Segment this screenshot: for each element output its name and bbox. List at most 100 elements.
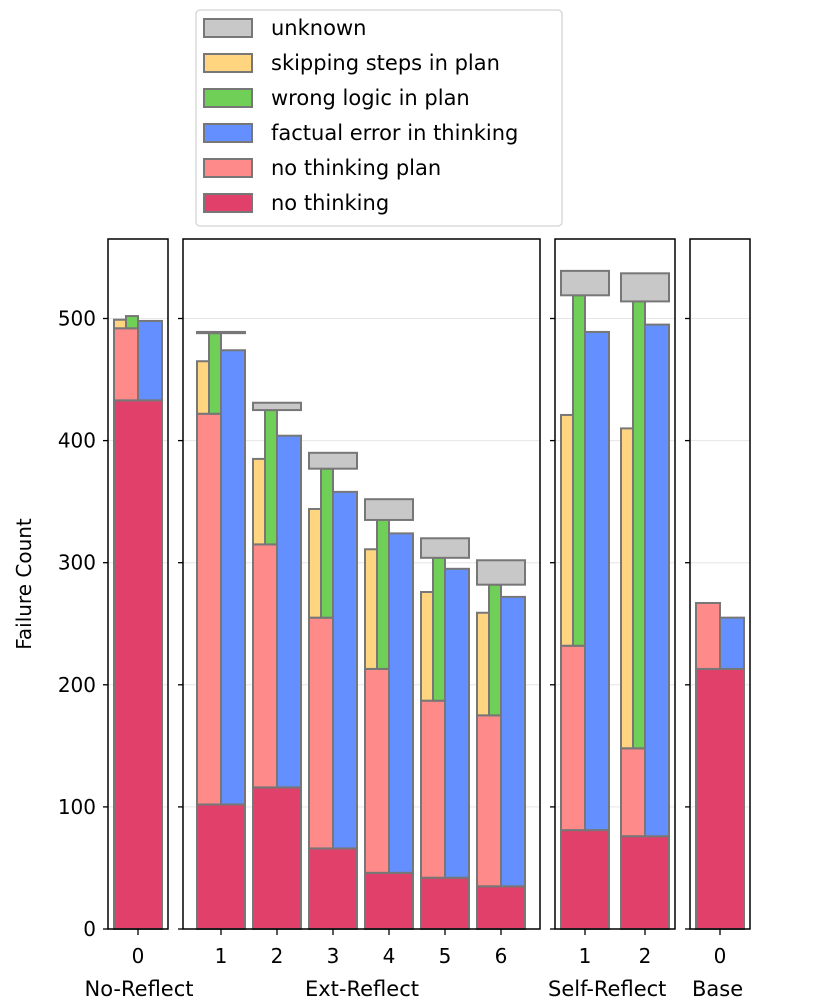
legend-entry: unknown (203, 16, 366, 40)
legend: unknown skipping steps in plan wrong logic… (195, 9, 563, 227)
bar-factual-error (584, 330, 610, 832)
y-tick-label: 0 (83, 917, 96, 941)
bar-wrong-logic (432, 556, 446, 702)
bar-factual-error (644, 323, 670, 838)
legend-label: unknown (271, 16, 366, 40)
bar-group (308, 451, 358, 930)
x-tick-label: 6 (495, 944, 508, 968)
bar-no-thinking (560, 829, 610, 930)
panel-label: Self-Reflect (548, 977, 666, 1001)
panel-label: Ext-Reflect (305, 977, 419, 1001)
bar-no-thinking (620, 835, 670, 930)
x-tick-label: 4 (383, 944, 396, 968)
legend-frame (195, 9, 563, 227)
panel-frame (107, 238, 169, 930)
legend-label: wrong logic in plan (271, 86, 470, 110)
bar-factual-error (137, 319, 163, 402)
bar-wrong-logic (572, 294, 586, 647)
bar-factual-error (719, 616, 745, 670)
bar-no-thinking-plan (560, 644, 586, 832)
legend-entry: no thinking plan (203, 156, 441, 180)
bar-factual-error (388, 532, 414, 874)
y-tick-label: 300 (58, 551, 96, 575)
bar-no-thinking (113, 399, 163, 930)
legend-entry: wrong logic in plan (203, 86, 470, 110)
bar-factual-error (500, 595, 526, 888)
legend-label: no thinking plan (271, 156, 441, 180)
legend-swatch (203, 158, 253, 178)
bar-group (620, 272, 670, 930)
bar-wrong-logic (320, 467, 334, 619)
bar-no-thinking (308, 847, 358, 930)
y-tick-label: 400 (58, 429, 96, 453)
bar-no-thinking-plan (620, 747, 646, 838)
bar-no-thinking-plan (252, 543, 278, 789)
panel-ext-reflect: 1 2 3 4 5 6 Ext-Reflect (178, 238, 541, 1001)
panel-label: Base (692, 977, 743, 1001)
bar-wrong-logic (488, 583, 502, 717)
legend-entry: skipping steps in plan (203, 51, 500, 75)
legend-swatch (203, 53, 253, 73)
y-tick-label: 200 (58, 673, 96, 697)
y-axis-label: Failure Count (12, 518, 36, 650)
bar-no-thinking-plan (308, 616, 334, 850)
legend-swatch (203, 18, 253, 38)
bar-group (560, 269, 610, 930)
bar-no-thinking-plan (196, 412, 222, 806)
x-tick-label: 5 (439, 944, 452, 968)
bar-no-thinking-plan (364, 667, 390, 874)
bar-unknown (420, 537, 470, 559)
panel-self-reflect: 1 2 Self-Reflect (548, 238, 676, 1001)
bar-no-thinking (420, 876, 470, 931)
bar-no-thinking (476, 885, 526, 931)
bar-unknown (560, 269, 610, 297)
legend-swatch (203, 123, 253, 143)
panel-frame (689, 238, 751, 930)
bar-no-thinking (196, 803, 246, 931)
bar-wrong-logic (264, 409, 278, 546)
legend-swatch (203, 88, 253, 108)
bar-factual-error (220, 349, 246, 806)
bar-wrong-logic (376, 518, 390, 670)
bar-group (196, 330, 246, 931)
bar-unknown (364, 498, 414, 521)
bar-factual-error (332, 490, 358, 850)
bar-group (695, 601, 745, 930)
bar-unknown (476, 559, 526, 586)
bar-no-thinking-plan (113, 327, 139, 402)
y-tick-label: 100 (58, 795, 96, 819)
bar-wrong-logic (125, 315, 139, 330)
bar-no-thinking-plan (476, 714, 502, 888)
bar-group (420, 537, 470, 931)
bar-unknown (308, 451, 358, 470)
panel-base: 0 Base (685, 238, 751, 1001)
x-tick-label: 1 (579, 944, 592, 968)
bar-factual-error (444, 567, 470, 879)
bar-group (252, 401, 302, 931)
bar-no-thinking (364, 871, 414, 930)
legend-label: no thinking (271, 191, 389, 215)
panel-no-reflect: 0 0 100 200 300 400 500 No-Reflect (58, 238, 194, 1001)
bar-unknown (196, 330, 246, 335)
legend-entry: factual error in thinking (203, 121, 518, 145)
bar-group (476, 559, 526, 931)
bar-group (113, 315, 163, 930)
bar-no-thinking-plan (420, 699, 446, 879)
bar-no-thinking-plan (695, 601, 721, 670)
panel-frame (182, 238, 541, 930)
legend-label: skipping steps in plan (271, 51, 500, 75)
bar-wrong-logic (632, 300, 646, 750)
legend-entry: no thinking (203, 191, 389, 215)
bar-unknown (620, 272, 670, 303)
y-tick-label: 500 (58, 307, 96, 331)
panel-label: No-Reflect (84, 977, 193, 1001)
x-tick-label: 0 (714, 944, 727, 968)
bar-unknown (252, 401, 302, 412)
panel-frame (554, 238, 676, 930)
legend-swatch (203, 193, 253, 213)
x-tick-label: 1 (215, 944, 228, 968)
legend-label: factual error in thinking (271, 121, 518, 145)
x-tick-label: 0 (132, 944, 145, 968)
bar-no-thinking (695, 667, 745, 930)
x-tick-label: 3 (327, 944, 340, 968)
